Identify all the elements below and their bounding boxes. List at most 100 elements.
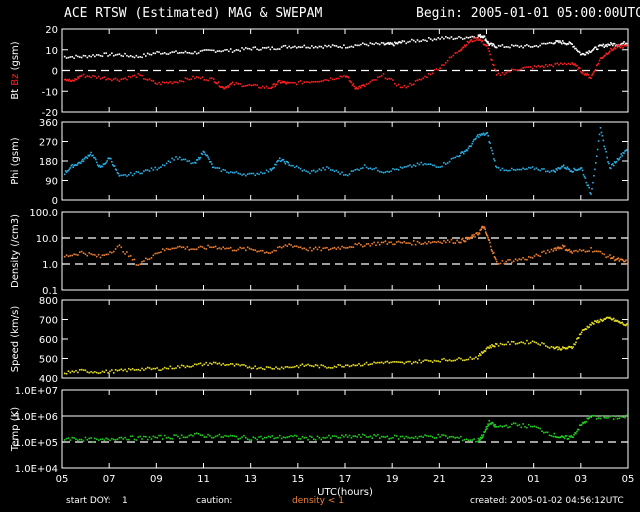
data-point-bt — [614, 45, 617, 47]
data-point-bz — [361, 84, 363, 87]
data-point-density — [566, 249, 569, 252]
data-point-bz — [567, 62, 570, 65]
data-point-bt — [611, 44, 614, 47]
data-point-bt — [484, 39, 487, 41]
data-point-bt — [158, 51, 160, 53]
data-point-phi — [574, 168, 576, 171]
data-point-bt — [554, 41, 557, 44]
data-point-temp — [120, 436, 123, 439]
data-point-bz — [129, 76, 132, 79]
data-point-phi — [578, 168, 580, 171]
data-point-density — [205, 248, 207, 250]
data-point-bz — [188, 78, 191, 81]
data-point-density — [615, 258, 618, 261]
data-point-phi — [467, 147, 470, 149]
data-point-phi — [556, 169, 558, 171]
data-point-phi — [287, 161, 290, 164]
data-point-temp — [365, 436, 368, 438]
data-point-density — [73, 253, 75, 256]
data-point-temp — [137, 436, 140, 438]
data-point-bz — [616, 46, 619, 49]
data-point-density — [468, 238, 471, 240]
data-point-bt — [411, 38, 413, 41]
data-point-bz — [561, 63, 564, 66]
data-point-bz — [343, 75, 345, 77]
data-point-speed — [218, 362, 221, 365]
data-point-phi — [486, 131, 489, 134]
data-point-speed — [514, 343, 517, 345]
data-point-phi — [490, 147, 492, 149]
data-point-phi — [426, 163, 428, 166]
data-point-bz — [145, 78, 147, 81]
data-point-bt — [328, 44, 330, 47]
data-point-bt — [86, 56, 89, 59]
data-point-temp — [303, 437, 306, 439]
data-point-density — [429, 242, 432, 244]
data-point-temp — [107, 438, 109, 441]
data-point-density — [516, 259, 519, 262]
data-point-speed — [541, 342, 543, 344]
data-point-speed — [152, 367, 155, 370]
data-point-speed — [75, 369, 77, 372]
data-point-density — [469, 237, 472, 239]
data-point-bt — [265, 47, 268, 49]
data-point-phi — [335, 169, 338, 172]
data-point-temp — [478, 440, 480, 442]
ytick-label-0-2: 0 — [52, 67, 58, 78]
data-point-temp — [75, 438, 77, 441]
data-point-phi — [78, 161, 80, 164]
data-point-temp — [167, 436, 170, 439]
data-point-phi — [205, 154, 207, 157]
data-point-density — [461, 238, 463, 241]
data-point-temp — [553, 432, 556, 435]
data-point-temp — [403, 437, 406, 440]
data-point-density — [621, 258, 623, 261]
data-point-phi — [392, 168, 394, 170]
data-point-speed — [577, 337, 579, 339]
data-point-density — [163, 249, 166, 252]
data-point-speed — [575, 341, 577, 344]
data-point-speed — [346, 364, 349, 367]
ylabel-2: Density (/cm3) — [10, 214, 21, 288]
data-point-speed — [568, 345, 571, 348]
data-point-speed — [617, 321, 620, 323]
data-point-speed — [195, 363, 198, 366]
data-point-bz — [65, 79, 68, 82]
data-point-bt — [367, 44, 370, 47]
data-point-temp — [194, 432, 196, 435]
data-point-density — [384, 240, 387, 242]
data-point-bz — [623, 44, 625, 46]
data-point-speed — [335, 366, 338, 368]
data-point-speed — [290, 366, 292, 369]
data-point-temp — [433, 437, 436, 439]
data-point-speed — [248, 366, 251, 368]
data-point-bt — [99, 54, 102, 57]
data-point-phi — [437, 166, 440, 168]
data-point-phi — [615, 160, 618, 163]
data-point-bz — [608, 51, 610, 54]
data-point-density — [212, 246, 215, 248]
data-point-bz — [250, 84, 253, 87]
data-point-temp — [80, 438, 83, 441]
data-point-speed — [555, 346, 557, 349]
data-point-bz — [192, 75, 194, 78]
data-point-temp — [222, 436, 224, 438]
data-point-bt — [526, 44, 528, 46]
data-point-speed — [619, 322, 622, 324]
data-point-density — [265, 251, 268, 254]
data-point-speed — [126, 370, 128, 373]
data-point-speed — [524, 342, 526, 345]
data-point-bz — [163, 81, 166, 84]
data-point-temp — [589, 415, 591, 418]
data-point-bt — [426, 40, 428, 42]
data-point-bt — [492, 43, 495, 46]
data-point-density — [497, 263, 500, 265]
data-point-speed — [578, 337, 580, 339]
data-point-speed — [480, 351, 483, 353]
data-point-speed — [469, 356, 472, 359]
data-point-bz — [78, 75, 81, 78]
data-point-temp — [480, 437, 483, 440]
data-point-temp — [284, 436, 287, 439]
data-point-phi — [514, 169, 517, 171]
data-point-bt — [582, 53, 585, 55]
